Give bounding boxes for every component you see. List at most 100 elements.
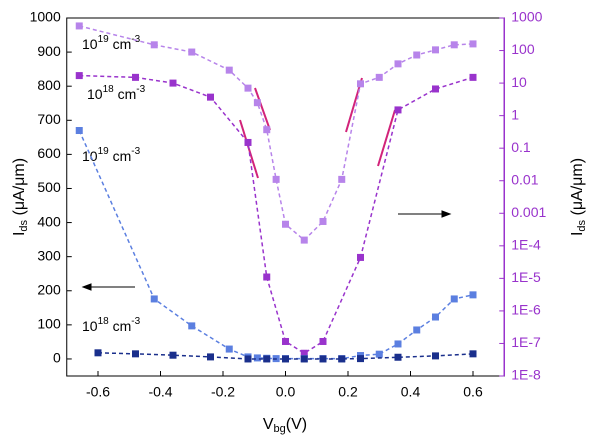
data-point bbox=[225, 345, 233, 353]
annotation: 1018 cm-3 bbox=[82, 316, 141, 334]
annotation-base: 10 bbox=[87, 86, 103, 102]
y2-title-sub: ds bbox=[576, 219, 588, 231]
y2-tick-label: 1E-7 bbox=[511, 334, 541, 350]
y2-tick-label: 1E-6 bbox=[511, 302, 541, 318]
data-point bbox=[263, 126, 271, 134]
annotation-unit: cm bbox=[109, 36, 132, 52]
y2-tick-label: 0.1 bbox=[511, 139, 531, 155]
data-point bbox=[169, 351, 177, 359]
data-point bbox=[282, 220, 289, 228]
series-line bbox=[97, 352, 474, 360]
y2-tick-label: 100 bbox=[511, 41, 535, 57]
data-point bbox=[263, 355, 271, 363]
arrows bbox=[81, 210, 452, 291]
data-point bbox=[300, 236, 308, 244]
data-point bbox=[300, 349, 308, 357]
data-point bbox=[282, 337, 289, 345]
y2-tick-label: 1E-4 bbox=[511, 237, 541, 253]
annotation-unit-exp: -3 bbox=[136, 84, 145, 95]
data-point bbox=[413, 326, 421, 334]
data-point bbox=[244, 84, 252, 92]
x-tick-label: 0.0 bbox=[276, 384, 296, 400]
y2-title-main: I bbox=[569, 232, 586, 236]
data-point bbox=[375, 350, 383, 358]
annotation-unit: cm bbox=[109, 318, 132, 334]
annotation-exp: 18 bbox=[103, 84, 115, 95]
y-tick-label: 200 bbox=[37, 281, 61, 297]
y-tick-label: 600 bbox=[37, 145, 61, 161]
y-tick-label: 100 bbox=[37, 316, 61, 332]
annotation-base: 10 bbox=[82, 148, 98, 164]
x-tick-label: 0.2 bbox=[338, 384, 358, 400]
data-point bbox=[432, 313, 439, 321]
data-point bbox=[75, 22, 83, 30]
data-point bbox=[432, 85, 439, 93]
data-point bbox=[225, 66, 233, 74]
data-point bbox=[207, 93, 214, 101]
y-tick-label: 900 bbox=[37, 43, 61, 59]
data-point bbox=[450, 41, 458, 49]
data-point bbox=[300, 355, 308, 363]
data-point bbox=[375, 73, 383, 81]
annotation-exp: 19 bbox=[98, 34, 110, 45]
x-title-sub: bg bbox=[274, 423, 286, 435]
x-tick-label: 0.4 bbox=[401, 384, 421, 400]
data-point bbox=[319, 355, 327, 363]
y-tick-label: 800 bbox=[37, 77, 61, 93]
y-tick-label: 500 bbox=[37, 179, 61, 195]
data-point bbox=[357, 80, 364, 88]
data-point bbox=[253, 99, 261, 107]
data-point bbox=[338, 175, 346, 183]
data-point bbox=[150, 41, 158, 49]
y2-tick-label: 1E-5 bbox=[511, 269, 541, 285]
data-point bbox=[132, 350, 139, 358]
x-tick-label: -0.4 bbox=[148, 384, 172, 400]
data-point bbox=[432, 46, 439, 54]
y-title-sub: ds bbox=[18, 219, 30, 231]
annotation-base: 10 bbox=[82, 36, 98, 52]
data-point bbox=[75, 127, 83, 135]
y-tick-label: 700 bbox=[37, 111, 61, 127]
data-point bbox=[188, 322, 196, 330]
y2-tick-label: 0.01 bbox=[511, 171, 538, 187]
data-point bbox=[263, 273, 271, 281]
data-point bbox=[357, 355, 364, 363]
data-point bbox=[282, 355, 289, 363]
data-point bbox=[394, 353, 402, 361]
data-point bbox=[207, 353, 214, 361]
y2-tick-label: 1E-8 bbox=[511, 367, 541, 383]
data-point bbox=[469, 40, 477, 48]
annotation: 1018 cm-3 bbox=[87, 84, 146, 102]
annotation-exp: 19 bbox=[98, 146, 110, 157]
y2-tick-label: 1 bbox=[511, 106, 519, 122]
tangent-line bbox=[377, 109, 396, 167]
annotation-unit-exp: -3 bbox=[131, 316, 140, 327]
data-point bbox=[469, 350, 477, 358]
data-point bbox=[132, 73, 139, 81]
data-point bbox=[319, 217, 327, 225]
data-point bbox=[253, 354, 261, 362]
data-point bbox=[413, 51, 421, 59]
data-point bbox=[432, 352, 439, 360]
annotation: 1019 cm-3 bbox=[82, 146, 141, 164]
y-title-main: I bbox=[11, 232, 28, 236]
y-title-rest: (μA/μm) bbox=[11, 158, 28, 220]
data-point bbox=[394, 340, 402, 348]
data-point bbox=[469, 291, 477, 299]
x-title-rest: (V) bbox=[286, 416, 307, 433]
data-point bbox=[469, 73, 477, 81]
x-tick-label: -0.6 bbox=[86, 384, 110, 400]
y-tick-label: 400 bbox=[37, 213, 61, 229]
y2-axis-title: Ids (μA/μm) bbox=[569, 158, 588, 236]
annotation: 1019 cm-3 bbox=[82, 34, 141, 52]
data-point bbox=[75, 72, 83, 80]
y-tick-label: 0 bbox=[53, 350, 61, 366]
data-point bbox=[450, 295, 458, 303]
data-point bbox=[94, 349, 102, 357]
annotation-unit: cm bbox=[109, 148, 132, 164]
x-title-main: V bbox=[263, 416, 274, 433]
data-point bbox=[394, 106, 402, 114]
y2-tick-label: 10 bbox=[511, 74, 527, 90]
data-point bbox=[188, 48, 196, 56]
